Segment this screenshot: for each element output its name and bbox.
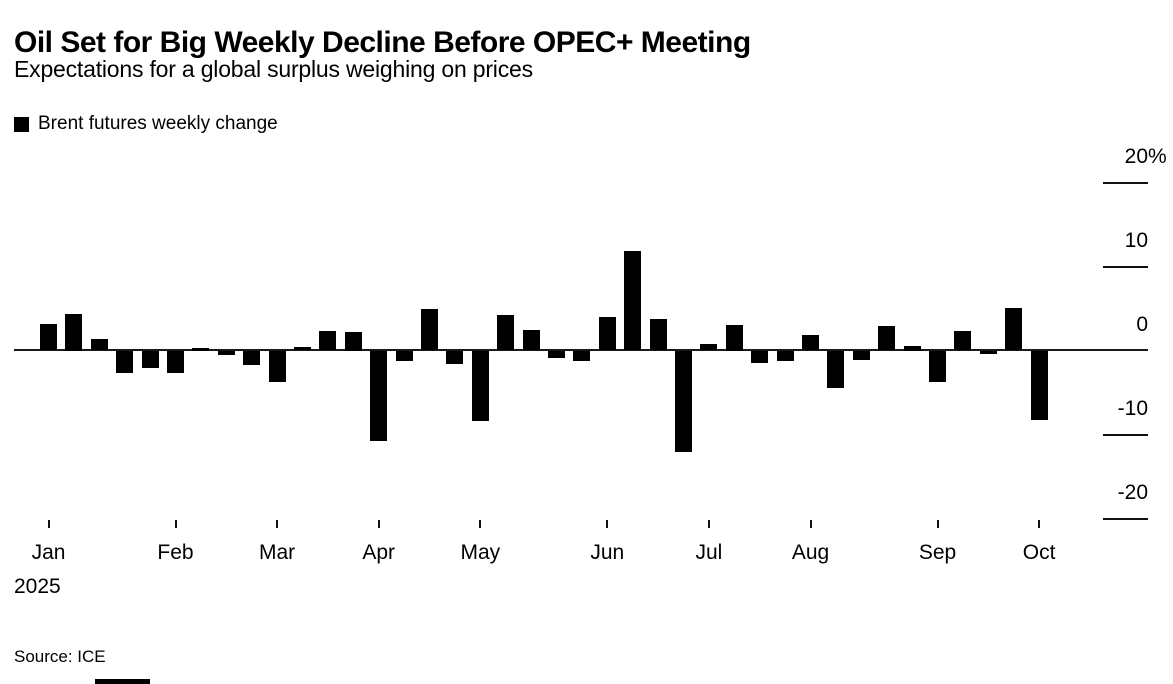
y-tick-label--20: -20 (1118, 481, 1148, 505)
bar-week-24 (624, 251, 642, 351)
bar-week-23 (598, 316, 616, 351)
bar-week-14 (370, 350, 388, 442)
y-tick-line--20 (1103, 517, 1148, 520)
bar-week-10 (268, 350, 286, 383)
bar-week-21 (548, 350, 565, 359)
x-axis-year-label: 2025 (14, 575, 61, 598)
bar-week-40 (1030, 350, 1048, 421)
bar-week-31 (802, 335, 819, 351)
chart-title: Oil Set for Big Weekly Decline Before OP… (14, 26, 751, 60)
legend-square-icon (14, 116, 29, 132)
y-tick-number: 10 (1124, 228, 1148, 252)
y-tick-label-0: 0 (1136, 313, 1148, 337)
bar-week-8 (217, 350, 235, 355)
bar-week-2 (65, 313, 83, 351)
bar-week-4 (116, 350, 134, 374)
x-tick-line-jan (47, 520, 50, 528)
x-tick-label-aug: Aug (791, 541, 830, 564)
y-tick-label-10: 10 (1125, 229, 1148, 253)
bar-week-32 (827, 350, 845, 388)
bar-week-29 (751, 350, 769, 364)
y-tick-line-20 (1103, 181, 1148, 184)
bar-week-39 (1005, 307, 1023, 351)
x-tick-line-sep (936, 520, 939, 528)
y-tick-number: -20 (1117, 480, 1148, 504)
source-attribution: Source: ICE (14, 647, 106, 666)
x-tick-label-apr: Apr (362, 541, 396, 564)
bar-week-28 (725, 324, 743, 351)
x-tick-label-jul: Jul (695, 541, 723, 564)
x-tick-line-apr (377, 520, 380, 528)
bar-week-5 (141, 350, 159, 369)
x-tick-line-mar (276, 520, 279, 528)
bar-week-15 (395, 350, 413, 362)
x-tick-line-feb (174, 520, 177, 528)
bar-week-1 (40, 323, 57, 351)
bar-week-38 (979, 350, 997, 354)
x-tick-label-jan: Jan (31, 541, 66, 564)
bar-week-34 (878, 326, 896, 351)
y-tick-unit-suffix: % (1148, 144, 1167, 168)
y-tick-number: 0 (1136, 312, 1148, 336)
bar-week-3 (90, 338, 108, 351)
bar-week-13 (344, 332, 362, 351)
x-tick-label-jun: Jun (590, 541, 625, 564)
x-tick-label-may: May (460, 541, 501, 564)
y-tick-label-20: 20% (1124, 144, 1167, 169)
x-tick-label-sep: Sep (918, 541, 957, 564)
bar-week-35 (903, 345, 921, 351)
bar-week-27 (700, 343, 718, 351)
bar-week-30 (776, 350, 794, 362)
bar-week-9 (243, 350, 261, 365)
x-tick-label-oct: Oct (1022, 541, 1056, 564)
bar-week-19 (497, 315, 515, 351)
bar-week-33 (852, 350, 870, 360)
legend-label: Brent futures weekly change (38, 113, 278, 134)
bar-week-17 (446, 350, 464, 364)
bar-week-6 (167, 350, 184, 374)
x-tick-label-feb: Feb (157, 541, 194, 564)
legend: Brent futures weekly change (14, 113, 278, 135)
bar-week-11 (294, 347, 311, 351)
x-tick-line-oct (1038, 520, 1041, 528)
x-tick-line-may (479, 520, 482, 528)
zero-axis-line (14, 349, 1148, 351)
bar-week-18 (471, 350, 489, 422)
chart-subtitle: Expectations for a global surplus weighi… (14, 56, 533, 82)
y-tick-number: -10 (1117, 396, 1148, 420)
bar-week-22 (573, 350, 591, 362)
bar-week-25 (649, 318, 667, 351)
x-tick-line-jul (707, 520, 710, 528)
y-tick-number: 20 (1124, 144, 1148, 168)
y-tick-label--10: -10 (1118, 397, 1148, 421)
bar-week-36 (929, 350, 946, 382)
x-tick-label-mar: Mar (259, 541, 296, 564)
y-tick-line--10 (1103, 433, 1148, 436)
bottom-progress-bar-fragment (95, 679, 150, 684)
bar-week-12 (319, 331, 337, 351)
y-tick-line-10 (1103, 265, 1148, 268)
bar-week-37 (954, 331, 972, 351)
bar-week-16 (421, 309, 438, 351)
bar-week-26 (675, 350, 692, 453)
x-tick-line-aug (809, 520, 812, 528)
bar-week-20 (522, 330, 540, 351)
bar-week-7 (192, 348, 210, 351)
x-tick-line-jun (606, 520, 609, 528)
